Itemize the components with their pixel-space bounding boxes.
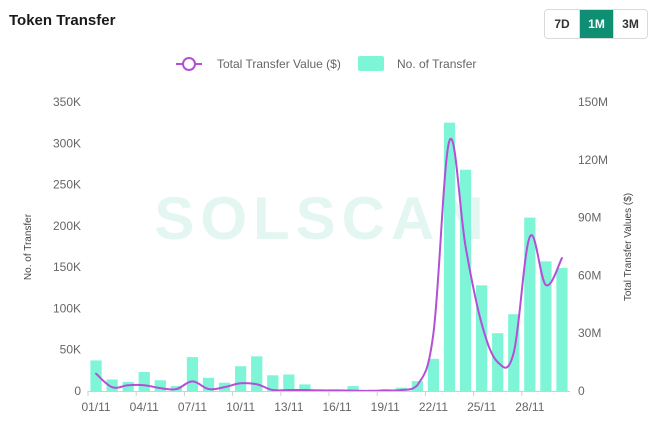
- bar-03/11[interactable]: [122, 381, 134, 391]
- x-tick-label: 19/11: [371, 400, 400, 414]
- y-left-tick-label: 150K: [53, 260, 81, 274]
- legend-bar-swatch: [358, 56, 384, 71]
- bar-13/11[interactable]: [283, 374, 295, 391]
- total-transfer-value-line[interactable]: [95, 137, 563, 392]
- bar-23/11[interactable]: [443, 122, 456, 392]
- watermark-text: SOLSCAN: [154, 185, 489, 252]
- line-point-16/11[interactable]: [333, 386, 341, 394]
- line-point-29/11[interactable]: [542, 281, 550, 289]
- y-left-tick-label: 0: [74, 384, 81, 398]
- bar-series: [90, 122, 568, 392]
- line-point-27/11[interactable]: [510, 348, 518, 356]
- range-1m-button[interactable]: 1M: [579, 10, 613, 38]
- legend-label-transfer-count[interactable]: No. of Transfer: [397, 57, 476, 71]
- y-left-axis-title: No. of Transfer: [23, 213, 34, 280]
- legend-label-total-value[interactable]: Total Transfer Value ($): [217, 57, 341, 71]
- y-left-tick-label: 50K: [60, 343, 81, 357]
- line-point-07/11[interactable]: [188, 377, 196, 385]
- y-right-tick-label: 120M: [578, 153, 608, 167]
- range-3m-button[interactable]: 3M: [613, 10, 647, 38]
- bar-28/11[interactable]: [524, 217, 536, 391]
- line-point-21/11[interactable]: [413, 381, 421, 389]
- range-7d-button[interactable]: 7D: [545, 10, 579, 38]
- line-point-12/11[interactable]: [269, 386, 277, 394]
- y-right-tick-label: 150M: [578, 95, 608, 109]
- x-tick-label: 10/11: [226, 400, 255, 414]
- x-tick-label: 22/11: [419, 400, 448, 414]
- page-title: Token Transfer: [9, 12, 116, 29]
- line-point-20/11[interactable]: [397, 386, 405, 394]
- y-right-tick-label: 60M: [578, 268, 601, 282]
- y-left-tick-label: 100K: [53, 301, 81, 315]
- bar-08/11[interactable]: [202, 377, 215, 391]
- line-point-15/11[interactable]: [317, 386, 325, 394]
- line-point-09/11[interactable]: [221, 383, 229, 391]
- bar-24/11[interactable]: [459, 169, 472, 391]
- bar-17/11[interactable]: [347, 386, 359, 391]
- y-right-tick-label: 90M: [578, 211, 601, 225]
- bar-04/11[interactable]: [138, 372, 150, 391]
- bar-12/11[interactable]: [267, 375, 279, 391]
- y-left-tick-label: 350K: [53, 95, 81, 109]
- x-tick-label: 13/11: [274, 400, 303, 414]
- axes: 0 50K 100K 150K 200K 250K 300K 350K 0 30M 60M 90M 12…: [53, 95, 608, 414]
- y-left-tick-label: 300K: [53, 136, 81, 150]
- bar-11/11[interactable]: [251, 356, 263, 391]
- y-right-axis-title: Total Transfer Values ($): [623, 193, 634, 301]
- bar-30/11[interactable]: [556, 267, 568, 391]
- line-point-05/11[interactable]: [156, 384, 164, 392]
- x-tick-label: 04/11: [130, 400, 159, 414]
- bar-02/11[interactable]: [106, 379, 118, 391]
- line-series: [92, 137, 566, 395]
- y-left-tick-label: 250K: [53, 178, 81, 192]
- line-point-17/11[interactable]: [349, 387, 357, 395]
- line-point-11/11[interactable]: [253, 380, 261, 388]
- line-point-25/11[interactable]: [478, 320, 486, 328]
- bar-10/11[interactable]: [235, 366, 247, 391]
- bar-14/11[interactable]: [299, 384, 311, 391]
- line-point-04/11[interactable]: [140, 381, 148, 389]
- line-point-18/11[interactable]: [365, 387, 373, 395]
- line-point-30/11[interactable]: [558, 254, 566, 262]
- bar-07/11[interactable]: [186, 357, 199, 391]
- line-point-19/11[interactable]: [381, 386, 389, 394]
- bar-05/11[interactable]: [154, 380, 166, 391]
- x-tick-label: 28/11: [515, 400, 544, 414]
- legend-line-marker: [182, 57, 196, 71]
- line-point-02/11[interactable]: [108, 383, 116, 391]
- line-point-03/11[interactable]: [124, 381, 132, 389]
- time-range-selector: 7D 1M 3M: [544, 9, 648, 39]
- line-point-13/11[interactable]: [285, 386, 293, 394]
- y-left-tick-label: 200K: [53, 219, 81, 233]
- y-right-tick-label: 30M: [578, 326, 601, 340]
- bar-22/11[interactable]: [427, 358, 440, 391]
- x-tick-label: 01/11: [81, 400, 110, 414]
- chart-legend: Total Transfer Value ($) No. of Transfer: [176, 56, 476, 71]
- y-right-tick-label: 0: [578, 384, 585, 398]
- bar-29/11[interactable]: [540, 261, 552, 391]
- line-point-10/11[interactable]: [237, 379, 245, 387]
- x-tick-label: 25/11: [467, 400, 496, 414]
- line-point-14/11[interactable]: [301, 386, 309, 394]
- line-point-28/11[interactable]: [526, 233, 534, 241]
- x-tick-label: 07/11: [178, 400, 207, 414]
- bar-25/11[interactable]: [476, 285, 488, 391]
- line-point-22/11[interactable]: [429, 329, 437, 337]
- line-point-26/11[interactable]: [494, 358, 502, 366]
- x-tick-label: 16/11: [322, 400, 351, 414]
- line-point-01/11[interactable]: [92, 370, 100, 378]
- bar-01/11[interactable]: [90, 360, 102, 391]
- line-point-24/11[interactable]: [462, 243, 470, 251]
- line-point-23/11[interactable]: [446, 137, 454, 145]
